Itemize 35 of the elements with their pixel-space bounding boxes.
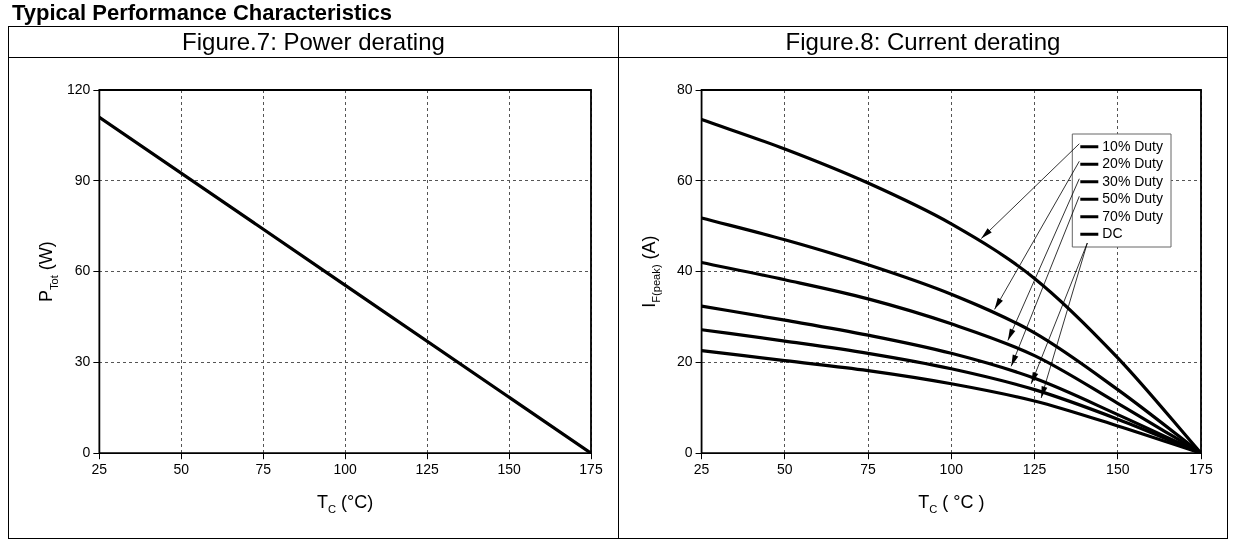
y-axis-title: PTot (W) [36,241,60,303]
x-tick-label: 75 [255,461,272,478]
y-tick-label: 0 [82,444,91,461]
x-tick-label: 50 [173,461,190,478]
y-tick-label: 60 [74,262,91,279]
y-tick-label: 120 [67,80,91,97]
legend-label: 10% Duty [1102,137,1164,154]
legend-label: 70% Duty [1102,207,1164,224]
x-tick-label: 150 [497,461,521,478]
y-tick-label: 90 [74,171,91,188]
x-tick-label: 25 [693,461,710,478]
x-tick-label: 125 [1022,461,1047,478]
x-tick-label: 75 [860,461,877,478]
legend-label: 50% Duty [1102,190,1164,207]
y-tick-label: 20 [676,353,693,370]
x-tick-label: 25 [91,461,108,478]
x-tick-label: 100 [333,461,358,478]
legend-label: DC [1102,225,1123,242]
chart-title: Figure.8: Current derating [619,27,1227,58]
y-axis-title: IF(peak) (A) [638,235,662,308]
legend-label: 20% Duty [1102,155,1164,172]
x-tick-label: 175 [579,461,603,478]
y-tick-label: 0 [684,444,693,461]
y-tick-label: 80 [676,80,693,97]
text: Typical Performance Characteristics [11,0,393,26]
x-tick-label: 50 [777,461,793,478]
chart-title: Figure.7: Power derating [9,27,618,58]
x-tick-label: 125 [415,461,440,478]
y-tick-label: 40 [676,262,693,279]
legend-label: 30% Duty [1102,172,1164,189]
x-tick-label: 100 [939,461,964,478]
x-tick-label: 150 [1106,461,1130,478]
y-tick-label: 60 [676,171,693,188]
x-tick-label: 175 [1189,461,1213,478]
y-tick-label: 30 [74,353,91,370]
